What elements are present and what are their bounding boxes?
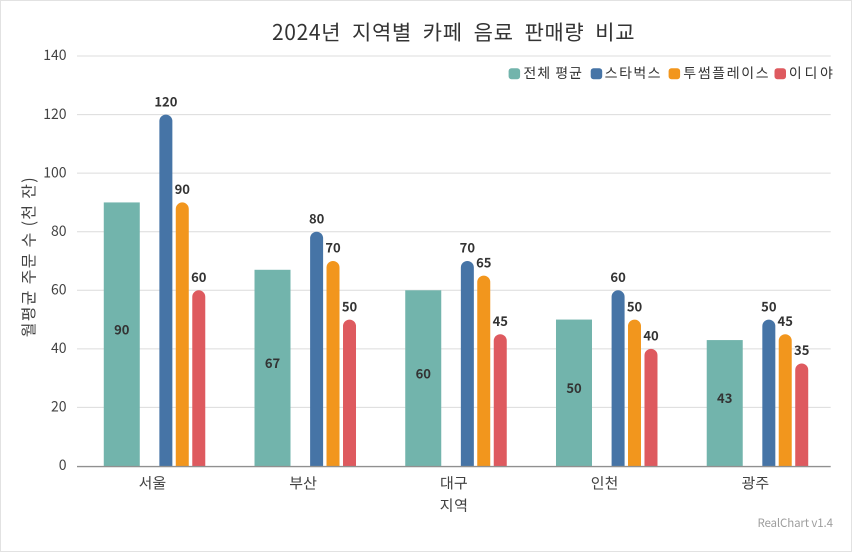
svg-text:40: 40 [643,326,659,345]
svg-text:0: 0 [59,455,67,475]
svg-text:45: 45 [493,311,508,330]
svg-text:40: 40 [51,338,67,358]
svg-text:120: 120 [43,104,67,124]
svg-text:지역: 지역 [440,495,468,516]
svg-text:투썸플레이스: 투썸플레이스 [683,63,769,83]
svg-text:140: 140 [43,45,67,65]
svg-text:35: 35 [794,340,809,359]
svg-text:부산: 부산 [289,473,317,494]
svg-text:인천: 인천 [591,473,619,494]
svg-text:60: 60 [191,267,207,286]
svg-text:60: 60 [610,267,626,286]
svg-text:100: 100 [43,162,67,182]
svg-text:60: 60 [416,363,432,382]
svg-text:50: 50 [627,296,643,315]
svg-text:70: 70 [325,238,341,257]
svg-text:70: 70 [460,238,476,257]
svg-text:43: 43 [717,388,732,407]
svg-text:50: 50 [342,296,358,315]
svg-text:80: 80 [309,208,325,227]
svg-text:45: 45 [778,311,793,330]
svg-text:60: 60 [51,279,67,299]
svg-text:이디야: 이디야 [789,63,833,83]
svg-text:전체 평균: 전체 평균 [523,63,582,83]
svg-text:80: 80 [51,221,67,241]
svg-text:90: 90 [175,179,191,198]
svg-text:120: 120 [154,91,177,110]
svg-text:50: 50 [566,378,582,397]
svg-text:스타벅스: 스타벅스 [605,63,661,83]
svg-text:2024년 지역별 카페 음료 판매량 비교: 2024년 지역별 카페 음료 판매량 비교 [272,17,635,47]
svg-text:50: 50 [761,296,777,315]
svg-text:90: 90 [114,319,130,338]
svg-text:광주: 광주 [742,473,770,494]
svg-text:서울: 서울 [139,473,167,494]
svg-text:월평균 주문 수 (천 잔): 월평균 주문 수 (천 잔) [15,177,39,337]
svg-text:대구: 대구 [440,473,468,494]
svg-text:20: 20 [51,397,67,417]
svg-text:67: 67 [265,353,281,372]
svg-text:65: 65 [476,252,491,271]
svg-text:RealChart v1.4: RealChart v1.4 [758,515,834,531]
